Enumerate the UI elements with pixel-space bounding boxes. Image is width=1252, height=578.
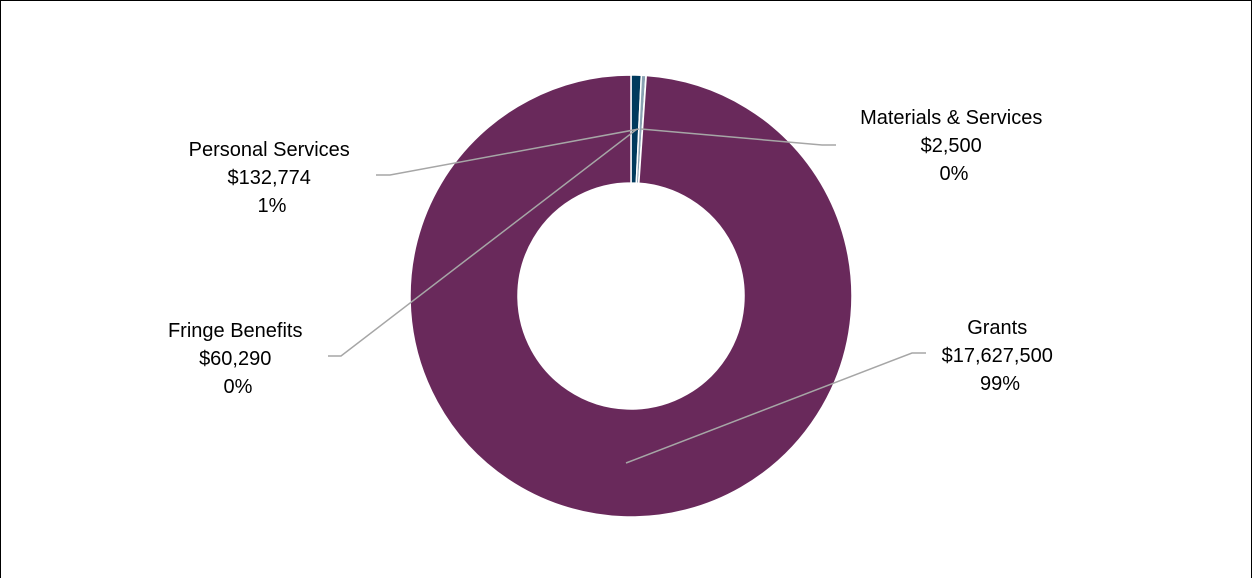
leader-lines — [328, 128, 926, 464]
slice-percent: 1% — [258, 195, 287, 217]
data-labels: Personal Services $132,774 1% Fringe Ben… — [168, 107, 1059, 398]
leader-line-grants — [625, 352, 926, 464]
slice-value: $17,627,500 — [942, 345, 1053, 367]
slice-value: $60,290 — [199, 348, 271, 370]
slice-value: $132,774 — [228, 167, 311, 189]
slice-name: Grants — [967, 317, 1027, 339]
label-fringe-benefits: Fringe Benefits $60,290 0% — [168, 320, 308, 398]
leader-line-materials-services — [640, 128, 836, 146]
slice-percent: 0% — [940, 163, 969, 185]
slice-percent: 0% — [224, 376, 253, 398]
slice-grants — [409, 74, 853, 518]
slice-value: $2,500 — [921, 135, 982, 157]
slice-percent: 99% — [980, 373, 1020, 395]
slice-name: Materials & Services — [860, 107, 1042, 129]
label-personal-services: Personal Services $132,774 1% — [189, 139, 356, 217]
slice-name: Fringe Benefits — [168, 320, 303, 342]
label-grants: Grants $17,627,500 99% — [942, 317, 1059, 395]
label-materials-services: Materials & Services $2,500 0% — [860, 107, 1048, 185]
leader-line-fringe-benefits — [328, 128, 638, 357]
slice-name: Personal Services — [189, 139, 350, 161]
leader-line-personal-services — [376, 128, 640, 176]
